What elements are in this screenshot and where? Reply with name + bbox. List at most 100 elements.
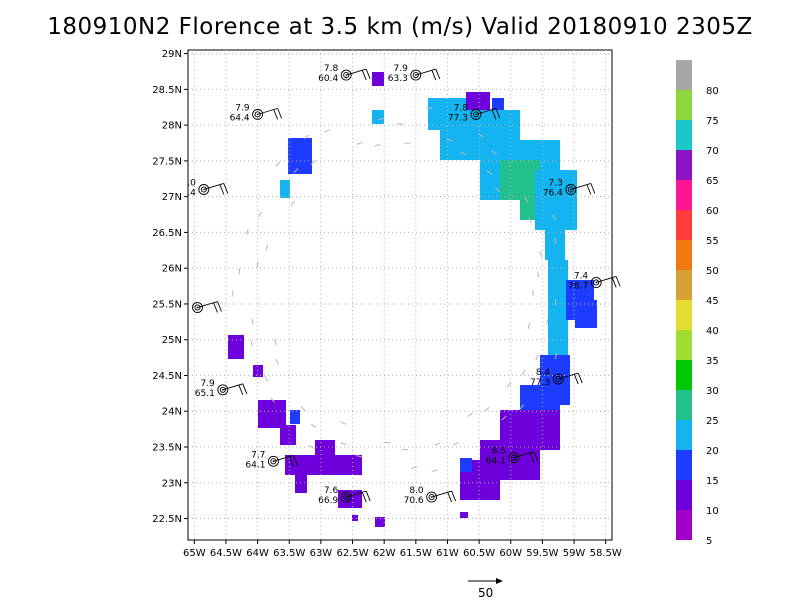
wind-arrow: [290, 200, 295, 206]
station: .0.4: [187, 178, 229, 198]
wind-barb: [431, 490, 452, 498]
wind-swath: [228, 72, 597, 527]
colorbar-swatch: [676, 300, 692, 330]
wind-arrow: [270, 397, 275, 403]
wind-arrow: [552, 214, 556, 221]
wind-arrow: [491, 150, 497, 155]
scale-vector: [468, 578, 503, 584]
wind-barb-flag: [289, 456, 294, 467]
wind-arrow: [537, 271, 539, 278]
lat-tick-label: 22.5N: [152, 514, 182, 525]
wind-arrow: [433, 442, 440, 446]
wind-arrow: [431, 469, 438, 472]
station-marker: [267, 455, 279, 467]
wind-arrow: [495, 187, 501, 193]
station-marker-inner: [472, 111, 479, 118]
station-marker-inner: [567, 186, 574, 193]
station-value-bottom: 70.6: [404, 496, 424, 506]
wind-arrow: [519, 404, 525, 410]
lon-tick-label: 59.5W: [526, 548, 558, 559]
lat-tick-label: 23.5N: [152, 443, 182, 454]
station-marker-inner: [254, 111, 261, 118]
colorbar-label: 15: [706, 476, 719, 487]
axis-ticks: 29N 28.5N 28N 27.5N 27N 26.5N 26N 25.5N 25N 24.5N…: [152, 49, 622, 559]
scale-label: 50: [478, 586, 493, 600]
lat-tick-label: 27.5N: [152, 156, 182, 167]
wind-barb-flag: [611, 277, 617, 288]
swath-cell: [258, 400, 286, 428]
station-marker-inner: [194, 304, 201, 311]
swath-cell: [460, 458, 472, 472]
station-marker: [340, 491, 352, 503]
station-value-bottom: 77.3: [530, 378, 550, 388]
wind-barb-flag: [293, 455, 298, 466]
wind-barb-flag: [615, 276, 621, 287]
swath-cell: [575, 300, 597, 328]
lat-tick-label: 24.5N: [152, 371, 182, 382]
station: 8.070.6: [404, 486, 457, 506]
wind-arrow: [251, 318, 254, 325]
station: 7.965.1: [195, 379, 248, 399]
colorbar-swatch: [676, 150, 692, 180]
wind-arrow: [546, 318, 549, 325]
station-value-bottom: 64.4: [230, 113, 250, 123]
station: 7.963.3: [388, 64, 441, 84]
station-value-bottom: 63.3: [388, 74, 408, 84]
wind-arrow: [452, 442, 459, 446]
graticule: [188, 50, 612, 540]
colorbar-label: 30: [706, 386, 719, 397]
station-marker: [565, 184, 577, 195]
wind-arrow: [310, 160, 317, 165]
station: 7.666.9: [318, 486, 371, 506]
lat-tick-label: 28.5N: [152, 85, 182, 96]
station-marker: [508, 452, 520, 464]
colorbar-label: 65: [706, 176, 719, 187]
colorbar-swatch: [676, 480, 692, 510]
wind-barb-flag: [431, 69, 437, 81]
colorbar-swatch: [676, 330, 692, 360]
station-marker-inner: [555, 376, 562, 383]
swath-cell: [352, 515, 358, 521]
station-value-bottom: 60.4: [318, 74, 338, 84]
wind-arrow: [245, 228, 249, 235]
station-value-bottom: 66.9: [318, 496, 338, 506]
station: 7.376.4: [543, 178, 596, 198]
station: 7.764.1: [245, 450, 298, 470]
station-marker-inner: [219, 386, 226, 393]
swath-cell: [372, 72, 384, 86]
lat-tick-label: 28N: [162, 121, 182, 132]
lon-tick-label: 61W: [436, 548, 459, 559]
wind-barb-flag: [451, 490, 457, 502]
dropsonde-stations: 7.860.47.963.37.964.47.877.3.0.47.376.47…: [187, 64, 621, 506]
wind-barb-flag: [573, 373, 579, 385]
wind-arrow: [527, 322, 531, 330]
wind-arrow: [275, 161, 281, 167]
wind-arrow: [250, 340, 254, 347]
station-value-top: 7.7: [251, 450, 265, 460]
lon-tick-label: 62.5W: [336, 548, 368, 559]
wind-barb-flag: [365, 490, 371, 502]
lon-tick-label: 64.5W: [210, 548, 242, 559]
station-marker: [470, 108, 482, 120]
lat-tick-label: 25N: [162, 335, 182, 346]
station: 7.478.7: [568, 271, 621, 291]
colorbar-label: 5: [706, 536, 712, 547]
colorbar-swatch: [676, 360, 692, 390]
station-value-top: 7.3: [549, 178, 563, 188]
wind-arrow: [340, 421, 347, 425]
station-value-bottom: .4: [187, 188, 196, 198]
swath-cell: [295, 475, 307, 493]
wind-arrow: [535, 354, 539, 361]
wind-arrow: [460, 151, 467, 156]
station-value-top: 7.4: [574, 271, 589, 281]
station-marker-inner: [510, 454, 517, 461]
wind-barb: [570, 183, 591, 190]
wind-arrow: [238, 268, 241, 275]
station-value-bottom: 64.1: [486, 457, 506, 467]
station-value-top: 8.5: [492, 447, 506, 457]
wind-arrow: [528, 217, 532, 224]
station-marker-inner: [412, 71, 419, 79]
station-value-bottom: 78.7: [568, 281, 588, 291]
wind-barb-flag: [491, 109, 497, 120]
lon-tick-label: 63.5W: [273, 548, 305, 559]
